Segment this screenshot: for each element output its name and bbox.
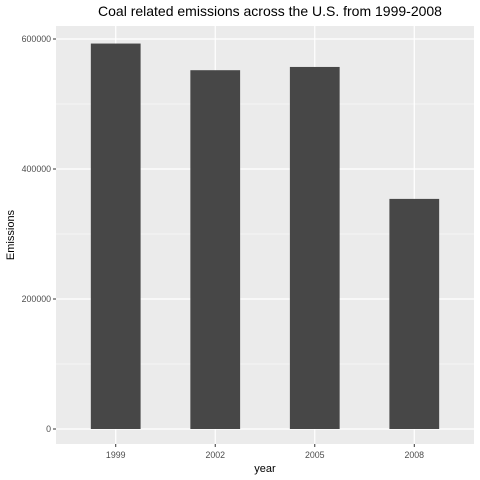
y-axis: 0 200000 400000 600000 [22,34,56,434]
x-axis-title: year [254,463,276,475]
y-tick-label: 0 [46,424,51,434]
bars [90,43,440,430]
chart-title: Coal related emissions across the U.S. f… [98,3,442,19]
bar-2005 [289,66,340,429]
bar-1999 [90,43,141,430]
x-tick-label: 1999 [106,450,126,460]
x-tick-label: 2005 [305,450,325,460]
bar-2002 [190,70,241,429]
y-tick-label: 400000 [22,164,51,174]
x-tick-label: 2002 [205,450,225,460]
y-axis-title: Emissions [5,209,17,260]
x-axis: 1999 2002 2005 2008 [106,444,424,460]
y-tick-label: 600000 [22,34,51,44]
y-tick-label: 200000 [22,294,51,304]
bar-2008 [389,198,440,429]
x-tick-label: 2008 [404,450,424,460]
